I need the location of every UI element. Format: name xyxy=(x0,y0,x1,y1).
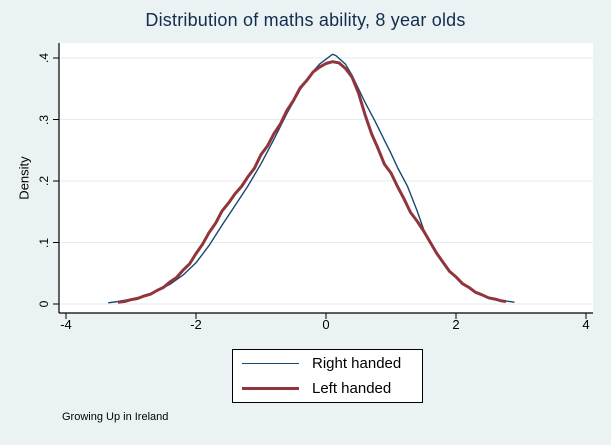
curve-right-handed xyxy=(108,53,515,304)
chart-title: Distribution of maths ability, 8 year ol… xyxy=(145,10,466,30)
x-tick-label: 4 xyxy=(582,317,590,332)
legend-item-right-handed: Right handed xyxy=(233,351,422,376)
plot-svg xyxy=(53,43,593,319)
source-caption: Growing Up in Ireland xyxy=(62,411,169,423)
x-tick-label: 2 xyxy=(452,317,460,332)
y-tick-label: .4 xyxy=(37,53,51,64)
legend-item-left-handed: Left handed xyxy=(233,376,422,401)
y-tick-label: .2 xyxy=(37,176,51,187)
curve-left-handed xyxy=(117,60,507,304)
y-axis-title: Density xyxy=(16,156,32,200)
legend-line-sample xyxy=(242,363,299,364)
y-tick-label: .3 xyxy=(37,114,51,125)
legend-label: Left handed xyxy=(312,380,392,397)
x-tick-label: 0 xyxy=(322,317,330,332)
plot-region xyxy=(59,43,593,313)
y-tick-label: .1 xyxy=(37,237,51,248)
x-tick-label: -2 xyxy=(190,317,202,332)
legend: Right handed Left handed xyxy=(232,349,423,403)
legend-label: Right handed xyxy=(312,355,402,372)
y-tick-label: 0 xyxy=(37,300,51,308)
legend-line-sample xyxy=(242,387,299,390)
x-tick-label: -4 xyxy=(60,317,72,332)
